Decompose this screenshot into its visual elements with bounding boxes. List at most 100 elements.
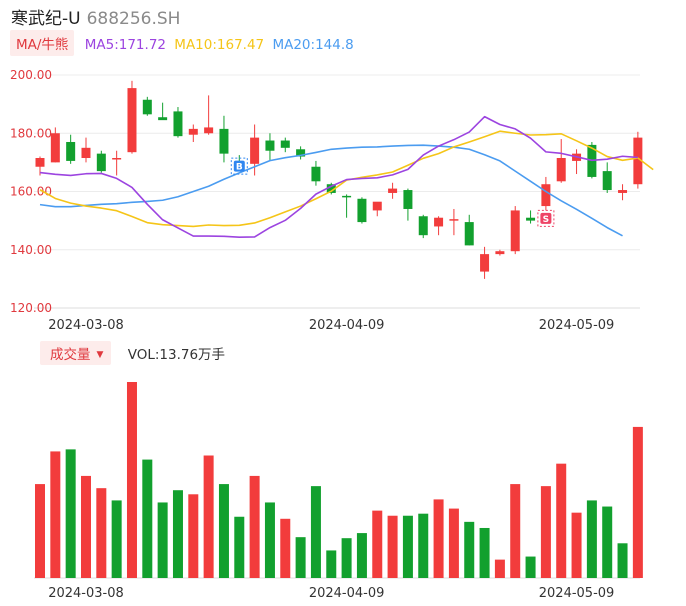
volume-bar bbox=[510, 484, 521, 578]
candle bbox=[326, 182, 336, 195]
stock-title: 寒武纪-U 688256.SH bbox=[11, 4, 180, 29]
candle bbox=[357, 197, 367, 224]
volume-bar bbox=[418, 513, 429, 578]
candle bbox=[204, 95, 214, 135]
volume-bar bbox=[310, 486, 321, 578]
volume-indicator-label: 成交量 bbox=[50, 347, 91, 363]
candle-body bbox=[434, 217, 444, 227]
ma-toggle-button[interactable]: MA/牛熊 bbox=[10, 30, 75, 56]
candle bbox=[265, 133, 275, 161]
volume-value: VOL:13.76万手 bbox=[127, 347, 226, 363]
candle-body bbox=[311, 166, 321, 182]
volume-bar bbox=[464, 521, 475, 578]
volume-bar bbox=[142, 459, 153, 578]
ma20-value: MA20:144.8 bbox=[272, 37, 354, 53]
marker-label: S bbox=[543, 215, 549, 225]
triangle-down-icon: ▼ bbox=[96, 350, 104, 360]
candle bbox=[572, 149, 582, 175]
volume-bar bbox=[433, 499, 444, 578]
volume-bar bbox=[35, 484, 45, 578]
candle bbox=[173, 107, 183, 138]
volume-bar bbox=[494, 559, 505, 578]
volume-bar bbox=[188, 494, 199, 578]
volume-bar bbox=[402, 515, 413, 578]
volume-header: 成交量 ▼ VOL:13.76万手 bbox=[40, 341, 225, 365]
candle bbox=[434, 216, 444, 236]
volume-bar bbox=[172, 490, 183, 578]
candle bbox=[219, 115, 229, 163]
candle bbox=[188, 124, 198, 142]
candle bbox=[96, 150, 106, 173]
volume-bar bbox=[96, 488, 107, 578]
candle-body bbox=[495, 251, 505, 255]
stock-name: 寒武纪-U bbox=[11, 9, 81, 29]
volume-bar bbox=[586, 500, 597, 578]
candle bbox=[66, 134, 76, 164]
candle-body bbox=[158, 117, 168, 121]
y-tick-label: 140.00 bbox=[10, 243, 52, 257]
volume-bar bbox=[234, 516, 245, 578]
candle-body bbox=[526, 217, 536, 221]
volume-bar bbox=[448, 508, 459, 578]
candle bbox=[311, 160, 321, 186]
ma5-value: MA5:171.72 bbox=[84, 37, 166, 53]
x-tick-label: 2024-05-09 bbox=[539, 318, 615, 333]
marker-badge bbox=[233, 160, 245, 172]
candle bbox=[372, 201, 382, 217]
volume-bar bbox=[126, 382, 137, 578]
candle bbox=[418, 214, 428, 239]
candle-body bbox=[388, 188, 398, 193]
candle-body bbox=[326, 184, 336, 193]
candle bbox=[602, 162, 612, 193]
candle-body bbox=[602, 171, 612, 191]
candle-body bbox=[142, 99, 152, 115]
candle-body bbox=[357, 198, 367, 223]
volume-bar bbox=[203, 455, 214, 578]
stock-code: 688256.SH bbox=[86, 9, 181, 29]
candle bbox=[510, 206, 520, 255]
volume-bar bbox=[80, 475, 91, 578]
candle bbox=[556, 139, 566, 183]
x-tick-label: 2024-04-09 bbox=[309, 318, 385, 333]
candle bbox=[158, 102, 168, 121]
volume-indicator-button[interactable]: 成交量 ▼ bbox=[40, 341, 112, 365]
candle bbox=[112, 150, 122, 176]
candle-body bbox=[342, 195, 352, 198]
candle-body bbox=[188, 128, 198, 135]
candle-body bbox=[418, 216, 428, 236]
candle-body bbox=[449, 219, 459, 221]
buy-marker-icon: B bbox=[230, 157, 248, 175]
candle-body bbox=[66, 141, 76, 161]
volume-bar bbox=[218, 484, 229, 578]
candle-body bbox=[541, 184, 551, 207]
y-tick-label: 200.00 bbox=[10, 68, 52, 82]
candle bbox=[633, 131, 643, 189]
candle bbox=[464, 214, 474, 246]
volume-bar bbox=[602, 506, 613, 578]
volume-bar bbox=[372, 510, 383, 578]
x-tick-label: 2024-04-09 bbox=[309, 586, 385, 601]
y-tick-label: 180.00 bbox=[10, 126, 52, 140]
marker-label: B bbox=[236, 163, 243, 173]
volume-bar bbox=[295, 537, 306, 578]
candle-body bbox=[618, 190, 628, 193]
ma-legend: MA/牛熊 MA5:171.72 MA10:167.47 MA20:144.8 bbox=[10, 30, 358, 56]
ma20-line bbox=[39, 144, 623, 237]
candle bbox=[280, 137, 290, 153]
sell-marker-icon: S bbox=[537, 209, 555, 227]
candle-body bbox=[96, 153, 106, 172]
volume-bar bbox=[632, 426, 643, 578]
volume-bar bbox=[617, 543, 628, 578]
candle-body bbox=[127, 88, 137, 153]
volume-bar bbox=[540, 486, 551, 578]
candle bbox=[541, 176, 551, 211]
candle-body bbox=[372, 201, 382, 211]
candle bbox=[35, 156, 45, 176]
candle-body bbox=[112, 158, 122, 160]
volume-bar bbox=[479, 527, 490, 578]
volume-bar bbox=[264, 502, 275, 578]
x-tick-label: 2024-03-08 bbox=[48, 318, 124, 333]
candle bbox=[296, 146, 306, 160]
volume-bar bbox=[525, 556, 536, 578]
